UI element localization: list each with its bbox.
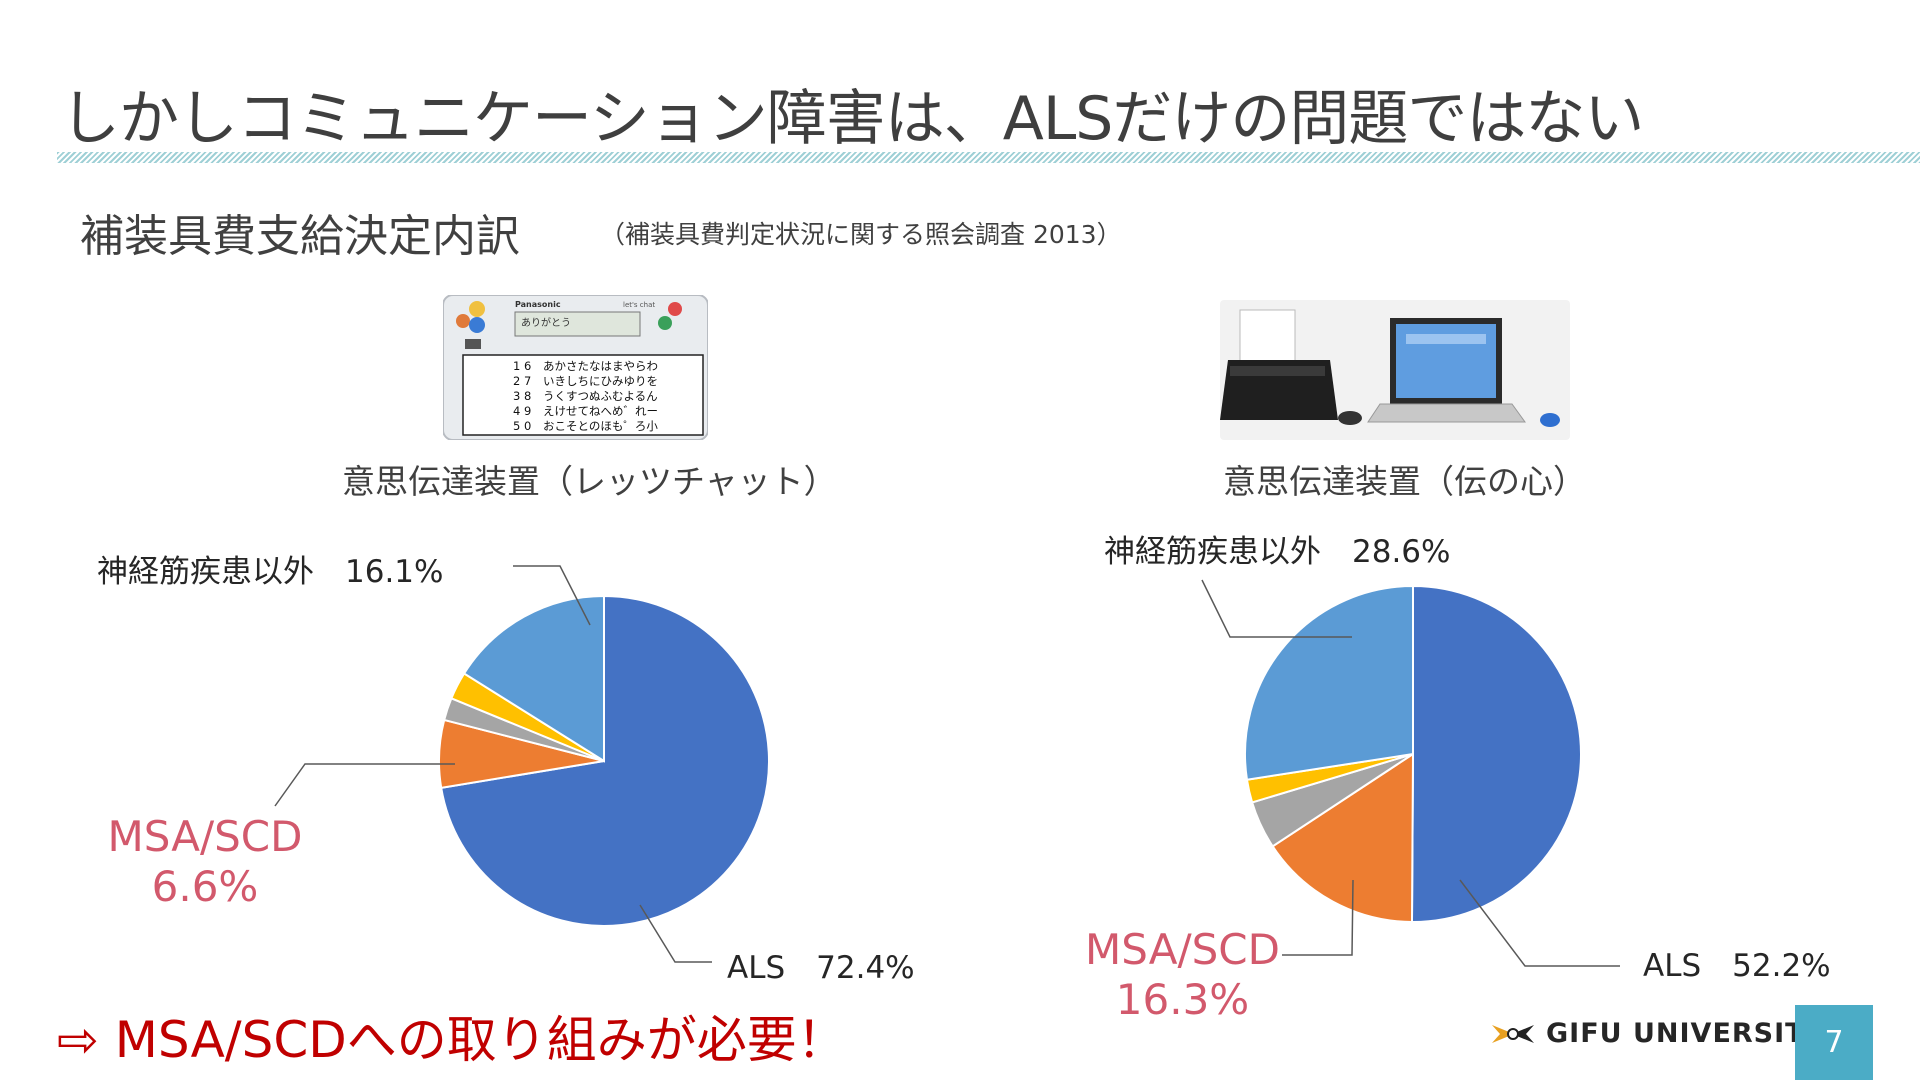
leader-left-als (639, 904, 712, 963)
pie-left-label-msa: MSA/SCD 6.6% (100, 812, 310, 912)
device-image-letschat: Panasonic let's chat ありがとう 1 6 あかさたなはまやらわ… (443, 295, 708, 440)
university-emblem-icon (1492, 1024, 1534, 1043)
device-kana-keys: うくすつぬふむよるん (543, 389, 658, 403)
pie-right-slice-msa-scd (1271, 752, 1415, 924)
conclusion-text: ⇨ MSA/SCDへの取り組みが必要！ (57, 1011, 847, 1069)
device-kana-keys: いきしちにひみゆりを (543, 374, 658, 388)
device-digit-keys: 4 9 (513, 404, 531, 418)
device-model-text: let's chat (623, 301, 655, 309)
pie-left-label-msa-name: MSA/SCD (107, 812, 303, 861)
source-note: （補装具費判定状況に関する照会調査 2013） (600, 220, 1122, 249)
pie-right-label-msa-name: MSA/SCD (1085, 925, 1280, 974)
leader-right-msa (1282, 879, 1354, 956)
pie-right-label-other: 神経筋疾患以外 28.6% (1104, 534, 1451, 570)
leader-right-other (1201, 579, 1352, 638)
leader-right-als (1459, 879, 1620, 967)
device-image-dennokokoro (1220, 300, 1570, 440)
pie-right-label-als: ALS 52.2% (1643, 948, 1831, 984)
pie-left-slice-神経筋疾患以外 (462, 594, 605, 763)
pie-left-label-other: 神経筋疾患以外 16.1% (97, 554, 444, 590)
page-number: 7 (1795, 1005, 1873, 1080)
device-kana-keys: おこそとのほも゜ろ小 (543, 419, 658, 433)
device-digit-keys: 2 7 (513, 374, 531, 388)
pie-left-slice-als (440, 594, 770, 927)
device-kana-keys: えけせてねへめ゛れー (543, 404, 658, 418)
slide-title: しかしコミュニケーション障害は、ALSだけの問題ではない (60, 84, 1644, 154)
pie-left-label-msa-value: 6.6% (151, 862, 259, 911)
device-kana-keys: あかさたなはまやらわ (543, 359, 658, 373)
pie-right-label-msa-value: 16.3% (1115, 975, 1250, 1024)
leader-left-msa (274, 763, 455, 807)
title-divider (57, 152, 1920, 163)
device-digit-keys: 5 0 (513, 419, 531, 433)
pie-left-label-als: ALS 72.4% (727, 950, 915, 986)
university-name: GIFU UNIVERSITY (1546, 1018, 1826, 1049)
university-logo: GIFU UNIVERSITY (1490, 1018, 1825, 1049)
device-screen-text: ありがとう (521, 316, 571, 329)
device-brand-text: Panasonic (515, 300, 561, 309)
leader-left-other (513, 565, 591, 626)
device-digit-keys: 3 8 (513, 389, 531, 403)
device-digit-keys: 1 6 (513, 359, 531, 373)
pie-right-label-msa: MSA/SCD 16.3% (1065, 925, 1300, 1025)
pie-right-slice-als (1410, 584, 1582, 923)
slide-subtitle: 補装具費支給決定内訳 (80, 211, 520, 262)
pie-right-slice-神経筋疾患以外 (1244, 584, 1414, 781)
device-caption-right: 意思伝達装置（伝の心） (1223, 462, 1586, 501)
device-caption-left: 意思伝達装置（レッツチャット） (342, 462, 837, 501)
